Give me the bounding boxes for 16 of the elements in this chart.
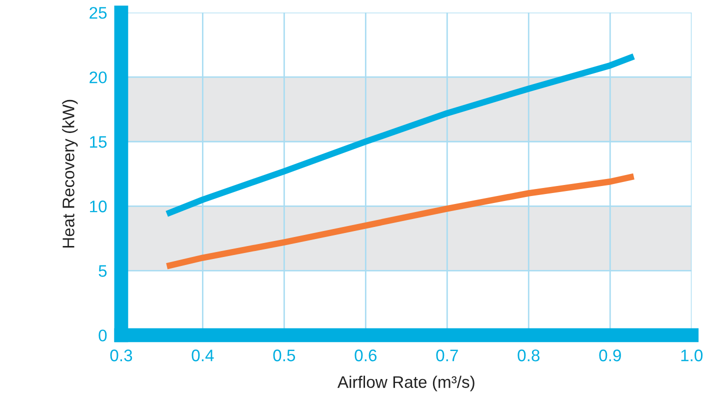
y-tick-label: 0 (98, 330, 107, 342)
x-axis-title: Airflow Rate (m³/s) (337, 376, 474, 392)
x-tick-label: 0.3 (110, 350, 132, 362)
x-tick-label: 0.8 (518, 350, 540, 362)
y-tick-label: 10 (90, 200, 107, 212)
x-tick-label: 0.6 (354, 350, 377, 362)
x-tick-label: 0.4 (192, 350, 214, 362)
y-tick-label: 15 (90, 136, 107, 148)
x-tick-label: 0.7 (436, 350, 458, 362)
x-tick-label: 0.5 (273, 350, 296, 362)
y-axis-title: Heat Recovery (kW) (62, 100, 78, 248)
y-tick-label: 25 (90, 6, 107, 19)
x-tick-label: 1.0 (681, 350, 703, 362)
y-tick-label: 20 (90, 71, 107, 84)
y-tick-label: 5 (98, 265, 107, 277)
x-tick-label: 0.9 (599, 350, 621, 362)
